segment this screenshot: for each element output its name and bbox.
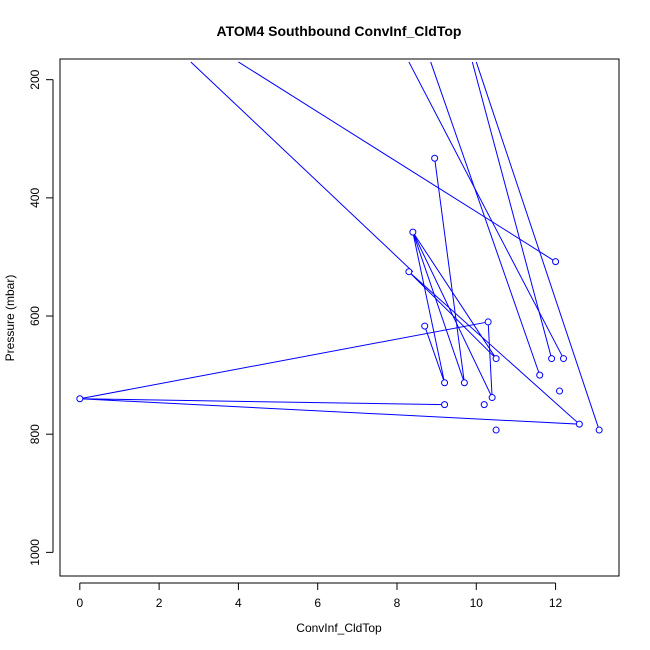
plot-frame xyxy=(59,58,620,577)
data-point xyxy=(488,394,496,402)
data-point xyxy=(480,401,488,409)
x-tick-label: 0 xyxy=(76,596,83,610)
chart-title: ATOM4 Southbound ConvInf_CldTop xyxy=(217,23,462,39)
y-tick-label: 800 xyxy=(28,424,42,444)
data-point xyxy=(552,258,560,266)
y-axis-label: Pressure (mbar) xyxy=(3,275,17,362)
data-point xyxy=(441,379,449,387)
data-point xyxy=(484,318,492,326)
data-point xyxy=(595,426,603,434)
data-point xyxy=(421,322,429,330)
series-layer xyxy=(79,61,600,431)
series-segment-1 xyxy=(238,61,556,263)
data-point xyxy=(460,379,468,387)
data-point xyxy=(492,355,500,363)
x-tick-label: 12 xyxy=(549,596,563,610)
series-segment-5 xyxy=(475,61,600,431)
series-line xyxy=(79,158,581,425)
x-tick-label: 6 xyxy=(314,596,321,610)
data-point xyxy=(405,268,413,276)
series-segment-3 xyxy=(430,61,541,376)
data-point xyxy=(575,420,583,428)
y-tick-label: 400 xyxy=(28,188,42,208)
x-tick-label: 4 xyxy=(235,596,242,610)
series-segment-0 xyxy=(190,61,414,273)
data-point xyxy=(492,426,500,434)
data-point xyxy=(409,228,417,236)
y-tick-label: 600 xyxy=(28,306,42,326)
marker-layer xyxy=(76,154,603,434)
x-axis: 0 2 4 6 8 10 12 xyxy=(76,582,563,610)
series-segment-2 xyxy=(408,61,564,359)
x-axis-label: ConvInf_CldTop xyxy=(296,621,382,635)
y-axis: 200 400 600 800 1000 xyxy=(28,69,54,566)
series-segment-4 xyxy=(471,61,553,359)
data-point xyxy=(536,371,544,379)
y-tick-label: 1000 xyxy=(28,539,42,566)
x-tick-label: 2 xyxy=(156,596,163,610)
y-tick-label: 200 xyxy=(28,69,42,89)
data-point xyxy=(76,395,84,403)
data-point xyxy=(431,154,439,162)
x-tick-label: 8 xyxy=(394,596,401,610)
data-point xyxy=(441,401,449,409)
data-point xyxy=(556,387,564,395)
x-tick-label: 10 xyxy=(470,596,484,610)
data-point xyxy=(559,355,567,363)
data-point xyxy=(548,355,556,363)
